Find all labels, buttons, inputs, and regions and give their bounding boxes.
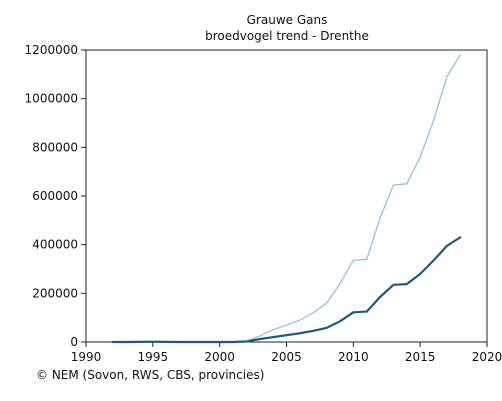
series-line-1 bbox=[112, 54, 461, 343]
x-tick-label: 2010 bbox=[338, 350, 369, 364]
y-tick-label: 400000 bbox=[32, 238, 78, 252]
chart-title: Grauwe Gans bbox=[247, 13, 328, 27]
x-tick-label: 2000 bbox=[204, 350, 235, 364]
y-tick-label: 600000 bbox=[32, 189, 78, 203]
y-tick-label: 1000000 bbox=[25, 92, 78, 106]
x-tick-label: 2020 bbox=[472, 350, 502, 364]
x-tick-label: 1995 bbox=[138, 350, 169, 364]
axes: 1990 1995 2000 2005 2010 2015 2020 0 200000 40000… bbox=[25, 43, 502, 364]
y-tick-label: 0 bbox=[70, 335, 78, 349]
series-line-2 bbox=[111, 236, 462, 344]
plot-frame bbox=[85, 49, 488, 343]
source-credit: © NEM (Sovon, RWS, CBS, provincies) bbox=[36, 368, 265, 382]
y-tick-label: 200000 bbox=[32, 286, 78, 300]
chart-subtitle: broedvogel trend - Drenthe bbox=[205, 29, 369, 43]
series-layer bbox=[111, 54, 462, 344]
x-tick-label: 2015 bbox=[405, 350, 436, 364]
x-tick-label: 2005 bbox=[271, 350, 302, 364]
y-tick-label: 800000 bbox=[32, 140, 78, 154]
x-tick-label: 1990 bbox=[71, 350, 102, 364]
y-tick-label: 1200000 bbox=[25, 43, 78, 57]
